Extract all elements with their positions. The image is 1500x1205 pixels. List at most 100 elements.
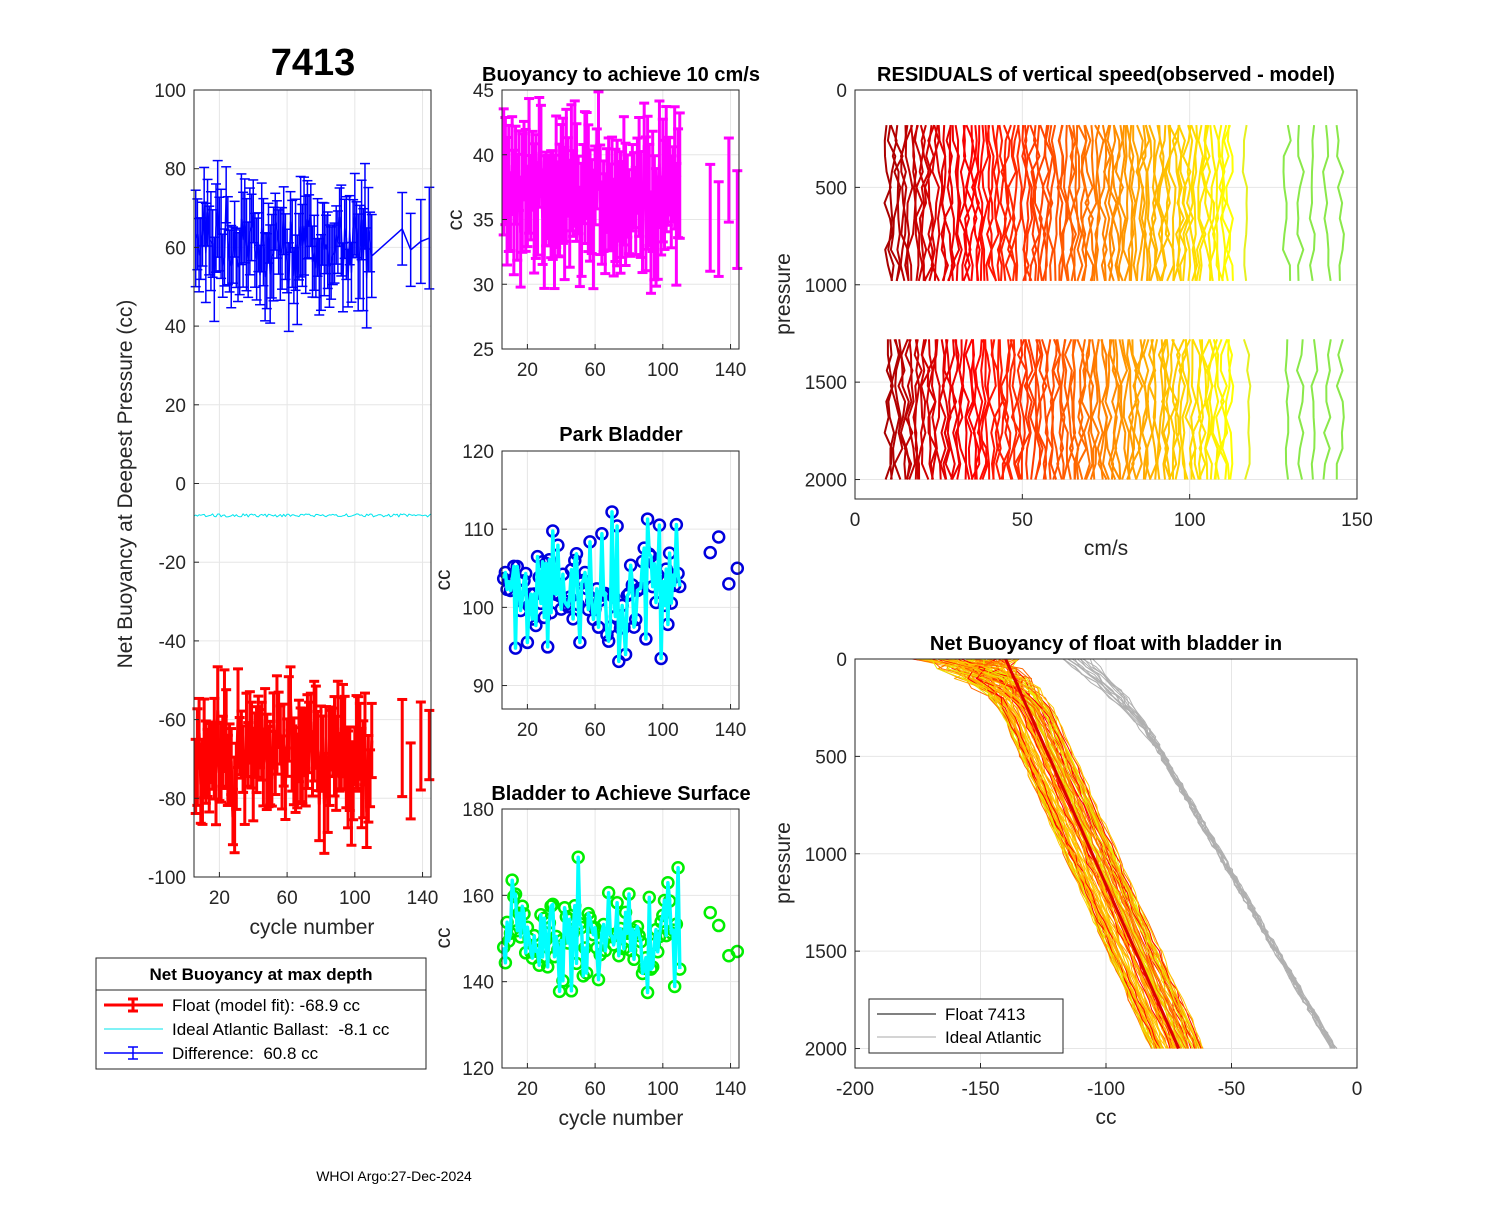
- ideal-profile: [1083, 658, 1336, 1049]
- x-tick-label: -100: [1087, 1079, 1125, 1100]
- legend-swatch-float: [104, 997, 163, 1013]
- residual-profile: [1168, 124, 1178, 281]
- residual-profile: [933, 339, 942, 480]
- legend-entry-ideal: Ideal Atlantic: [945, 1028, 1042, 1047]
- residual-profile: [1204, 124, 1215, 282]
- residual-profile: [1208, 339, 1219, 480]
- y-tick-label: 2000: [805, 471, 847, 492]
- y-tick-label: 45: [473, 81, 494, 102]
- panel-buoyancy-10cms: Buoyancy to achieve 10 cm/s 20 60 100 140 25…: [444, 64, 760, 381]
- residual-profile: [886, 124, 897, 282]
- y-tick-label: 90: [473, 677, 494, 698]
- residual-profile: [1074, 125, 1084, 282]
- x-tick-label: 20: [209, 888, 230, 909]
- series-ideal-line: [193, 513, 432, 518]
- residual-profile: [1023, 339, 1034, 480]
- residual-profile: [1214, 338, 1225, 480]
- residual-profile: [1115, 124, 1124, 282]
- y-tick-label: -80: [159, 789, 186, 810]
- residual-profile: [1064, 338, 1074, 480]
- float-profile: [940, 658, 1174, 1049]
- residual-profile: [913, 339, 923, 480]
- float-profile: [998, 658, 1203, 1049]
- residual-profile: [980, 339, 991, 480]
- panel-park-bladder: Park Bladder 20 60 100 140 90 100 110 120 cc: [432, 424, 746, 741]
- residual-profile: [1117, 125, 1127, 281]
- x-tick-label: 50: [1012, 510, 1033, 531]
- ideal-profile: [1089, 658, 1335, 1049]
- y-tick-label: 20: [165, 396, 186, 417]
- x-tick-label: 100: [1174, 510, 1206, 531]
- residual-profile: [1225, 125, 1234, 281]
- residual-profile: [1191, 125, 1199, 281]
- y-tick-label: 100: [462, 598, 494, 619]
- data-marker: [711, 918, 726, 933]
- residual-profile: [1084, 124, 1095, 281]
- y-tick-label: 40: [473, 146, 494, 167]
- residual-profile: [1168, 339, 1179, 480]
- residual-profile: [1117, 339, 1128, 480]
- residual-profile: [1218, 124, 1228, 282]
- residual-profile: [1056, 339, 1064, 480]
- residual-profile: [1023, 124, 1034, 282]
- residual-profile: [988, 339, 997, 480]
- residual-profile: [1102, 124, 1112, 281]
- residual-profile: [1310, 339, 1319, 480]
- y-tick-label: -40: [159, 632, 186, 653]
- residual-profile: [1125, 124, 1135, 281]
- y-tick-label: 160: [462, 886, 494, 907]
- residual-profile: [1157, 338, 1168, 480]
- residual-profile: [907, 339, 916, 480]
- residual-profile: [1070, 124, 1081, 282]
- residual-profile: [968, 125, 978, 281]
- x-tick-label: 20: [517, 720, 538, 741]
- x-tick-label: 20: [517, 1079, 538, 1100]
- residual-profile: [1050, 124, 1060, 281]
- plot-frame: [501, 450, 740, 710]
- ideal-profile: [1092, 658, 1334, 1049]
- x-tick-label: -50: [1218, 1079, 1245, 1100]
- residual-profile: [1282, 124, 1292, 281]
- y-tick-label: 120: [462, 1059, 494, 1080]
- residual-profile: [1185, 124, 1194, 282]
- residual-profile: [1144, 124, 1153, 281]
- residual-profile: [916, 339, 928, 480]
- residual-profile: [984, 339, 991, 480]
- residual-profile: [1242, 338, 1252, 480]
- residual-profile: [1171, 338, 1181, 480]
- residual-profile: [933, 124, 944, 281]
- x-tick-label: 20: [517, 360, 538, 381]
- y-axis-label: cc: [444, 210, 467, 231]
- residual-profile: [1181, 124, 1192, 281]
- residual-profile: [1218, 338, 1229, 480]
- float-profile: [930, 658, 1153, 1049]
- residual-profile: [1197, 339, 1207, 480]
- residual-profile: [1034, 125, 1043, 281]
- residual-profile: [993, 339, 1004, 480]
- y-tick-label: 80: [165, 160, 186, 181]
- residual-profile: [1335, 339, 1345, 480]
- residual-profile: [956, 339, 967, 480]
- x-tick-label: 0: [850, 510, 861, 531]
- residual-profile: [886, 339, 895, 480]
- residual-profile: [1157, 125, 1167, 282]
- residual-profile: [1106, 124, 1115, 282]
- residual-profile: [1007, 124, 1018, 281]
- y-tick-label: 1000: [805, 276, 847, 297]
- float-profile: [950, 658, 1168, 1049]
- residual-profile: [974, 339, 984, 480]
- residual-profile: [1175, 125, 1185, 282]
- y-tick-label: 110: [464, 520, 494, 541]
- residual-profile: [971, 125, 981, 281]
- y-tick-label: 40: [165, 317, 186, 338]
- x-tick-label: -200: [836, 1079, 874, 1100]
- residual-profile: [1208, 125, 1217, 282]
- y-axis-label: cc: [432, 570, 455, 591]
- residual-profile: [1110, 339, 1121, 480]
- residual-profile: [1010, 124, 1020, 282]
- residual-profile: [954, 124, 963, 281]
- legend-entry-difference: Difference: 60.8 cc: [172, 1044, 319, 1063]
- float-profile: [994, 658, 1190, 1049]
- y-tick-label: 0: [836, 650, 847, 671]
